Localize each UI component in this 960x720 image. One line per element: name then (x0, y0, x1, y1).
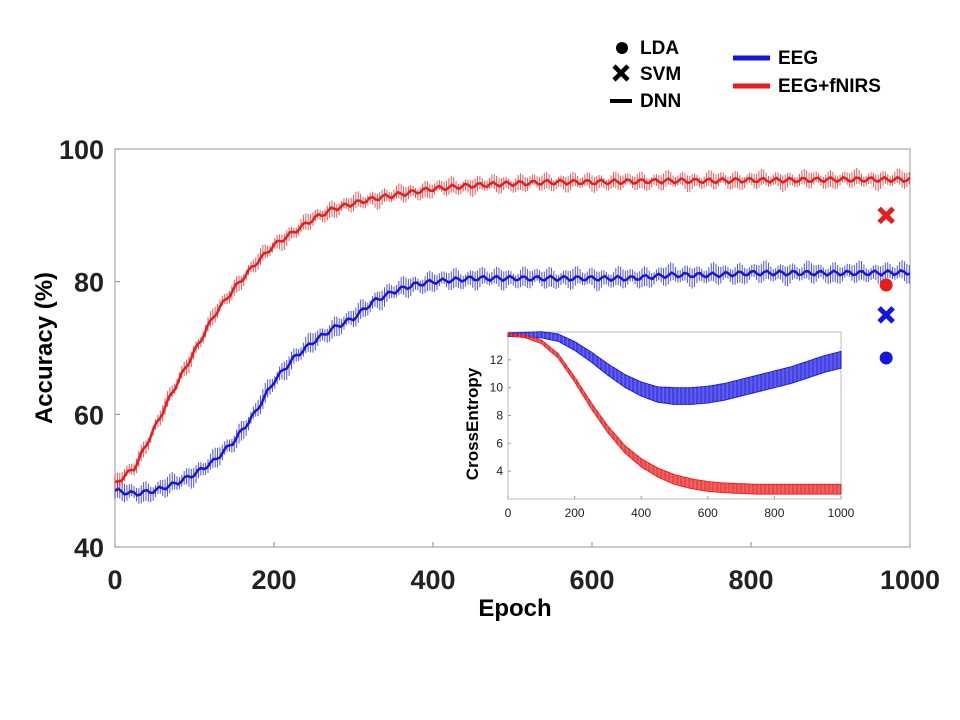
inset-x-tick-label: 800 (764, 506, 784, 520)
inset-eeg-fnirs-texture (510, 334, 840, 495)
x-tick-label: 1000 (880, 565, 940, 595)
x-tick-label: 200 (251, 565, 296, 595)
inset-x-tick-label: 600 (698, 506, 718, 520)
eeg-svm-marker (877, 306, 895, 324)
lda-marker-icon (616, 42, 628, 54)
inset-y-tick-label: 10 (490, 381, 504, 395)
legend: LDA SVM DNN EEG EEG+fNIRS (610, 38, 881, 112)
main-plot-markers (877, 206, 895, 365)
inset-eeg-band (507, 331, 842, 405)
inset-y-tick-label: 8 (496, 409, 503, 423)
y-tick-label: 100 (59, 135, 104, 165)
eeg-fnirs-dnn-line (114, 175, 911, 483)
inset-y-tick-label: 4 (496, 464, 503, 478)
x-tick-label: 0 (107, 565, 122, 595)
legend-dnn-label: DNN (640, 91, 681, 112)
x-tick-label: 600 (569, 565, 614, 595)
inset-y-tick-label: 6 (496, 436, 503, 450)
inset-plot-frame (507, 331, 842, 500)
eeg-fnirs-dnn-series (114, 168, 911, 490)
eeg-fnirs-lda-marker (879, 278, 893, 292)
legend-svm-label: SVM (640, 64, 681, 85)
inset-plot-series (507, 331, 842, 495)
inset-plot: 0 200 400 600 800 1000 4 6 8 10 12 CrossEntropy (452, 318, 857, 528)
y-tick-label: 80 (74, 268, 104, 298)
x-tick-label: 400 (410, 565, 455, 595)
y-tick-label: 60 (74, 400, 104, 430)
eeg-dnn-series (114, 260, 911, 504)
inset-x-tick-label: 200 (565, 506, 585, 520)
main-plot-series (114, 168, 911, 504)
inset-plot-ticks: 0 200 400 600 800 1000 4 6 8 10 12 (490, 353, 855, 520)
svm-marker-icon (612, 64, 630, 82)
eeg-fnirs-svm-marker (877, 206, 895, 225)
x-tick-label: 800 (728, 565, 773, 595)
legend-eeg-fnirs-label: EEG+fNIRS (778, 76, 881, 97)
inset-x-tick-label: 0 (505, 506, 512, 520)
inset-eeg-fnirs-band (507, 333, 842, 495)
inset-eeg-series (507, 331, 842, 405)
eeg-lda-marker (879, 351, 893, 365)
inset-eeg-fnirs-series (507, 333, 842, 495)
x-axis-title: Epoch (478, 595, 551, 622)
y-tick-label: 40 (74, 533, 104, 563)
inset-y-tick-label: 12 (490, 353, 504, 367)
inset-x-tick-label: 1000 (828, 506, 855, 520)
legend-eeg-label: EEG (778, 48, 818, 69)
y-axis-title: Accuracy (%) (31, 272, 58, 424)
eeg-dnn-line (114, 268, 911, 497)
inset-x-tick-label: 400 (631, 506, 651, 520)
inset-y-axis-title: CrossEntropy (463, 367, 482, 480)
legend-lda-label: LDA (640, 38, 679, 59)
